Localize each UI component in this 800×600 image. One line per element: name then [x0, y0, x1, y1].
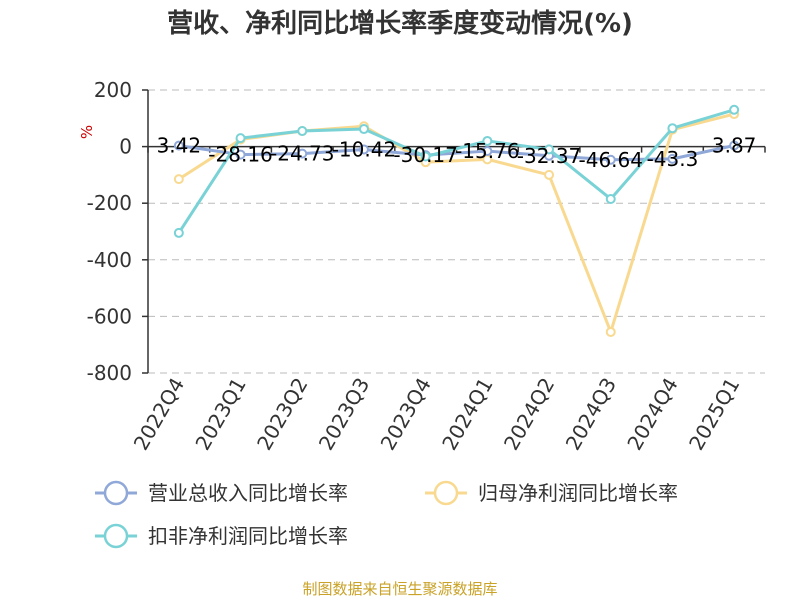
data-point [173, 174, 184, 185]
data-label: -15.76 [455, 139, 519, 163]
y-tick-label: -400 [87, 248, 132, 272]
data-point [235, 133, 246, 144]
data-point [605, 154, 616, 165]
y-tick-label: -800 [87, 361, 132, 385]
x-tick-label: 2023Q4 [376, 374, 436, 455]
data-point [729, 140, 740, 151]
y-tick-labels: 200 0 -200 -400 -600 -800 [87, 78, 132, 385]
legend-marker [103, 523, 129, 549]
data-point [667, 153, 678, 164]
grid [148, 89, 765, 374]
y-tick-label: 200 [94, 78, 132, 102]
source-note: 制图数据来自恒生聚源数据库 [302, 580, 497, 598]
data-label: -24.73 [270, 142, 334, 166]
y-tick-label: -600 [87, 304, 132, 328]
y-tick-label: 0 [119, 135, 132, 159]
data-labels: 3.42 -28.16-24.73-10.42-30.17-15.76-32.37… [157, 134, 757, 172]
x-tick-label: 2022Q4 [129, 374, 189, 455]
x-tick-label: 2025Q1 [684, 374, 744, 455]
data-label: -32.37 [517, 144, 581, 168]
data-label: -28.16 [208, 143, 272, 167]
legend-marker [103, 480, 129, 506]
data-point [420, 151, 431, 162]
series-layer [173, 104, 740, 337]
legend-label: 营业总收入同比增长率 [148, 481, 348, 505]
data-label: 3.87 [712, 134, 757, 158]
data-label: 3.42 [157, 134, 202, 158]
legend-marker [433, 480, 459, 506]
data-point [297, 148, 308, 159]
data-point [605, 326, 616, 337]
x-tick-label: 2024Q2 [499, 374, 559, 455]
chart-title: 营收、净利同比增长率季度变动情况(%) [167, 8, 633, 39]
data-point [482, 146, 493, 157]
data-point [544, 144, 555, 155]
x-tick-label: 2023Q2 [252, 374, 312, 455]
x-tick-label: 2024Q1 [437, 373, 497, 454]
data-point [297, 126, 308, 137]
data-point [173, 227, 184, 238]
data-label: -46.64 [579, 148, 643, 172]
data-point [173, 140, 184, 151]
x-tick-label: 2023Q1 [190, 374, 250, 455]
data-label: -30.17 [393, 143, 457, 167]
data-point [605, 193, 616, 204]
x-tick-label: 2024Q4 [622, 374, 682, 455]
series-line [177, 108, 735, 234]
data-point [358, 144, 369, 155]
y-unit-label: % [78, 125, 96, 139]
data-point [544, 169, 555, 180]
x-tick-label: 2023Q3 [314, 374, 374, 455]
data-point [482, 135, 493, 146]
x-tick-label: 2024Q3 [561, 374, 621, 455]
y-tick-label: -200 [87, 191, 132, 215]
data-point [729, 104, 740, 115]
data-point [358, 124, 369, 135]
legend-label: 扣非净利润同比增长率 [148, 524, 348, 548]
data-point [235, 149, 246, 160]
legend-label: 归母净利润同比增长率 [478, 481, 678, 505]
series-line [178, 144, 735, 162]
data-point [667, 123, 678, 134]
data-label: -10.42 [332, 138, 396, 162]
x-tick-labels: 2022Q4 2023Q1 2023Q2 2023Q3 2023Q4 2024Q1 2024… [129, 373, 745, 454]
data-label: -43.3 [647, 147, 699, 171]
